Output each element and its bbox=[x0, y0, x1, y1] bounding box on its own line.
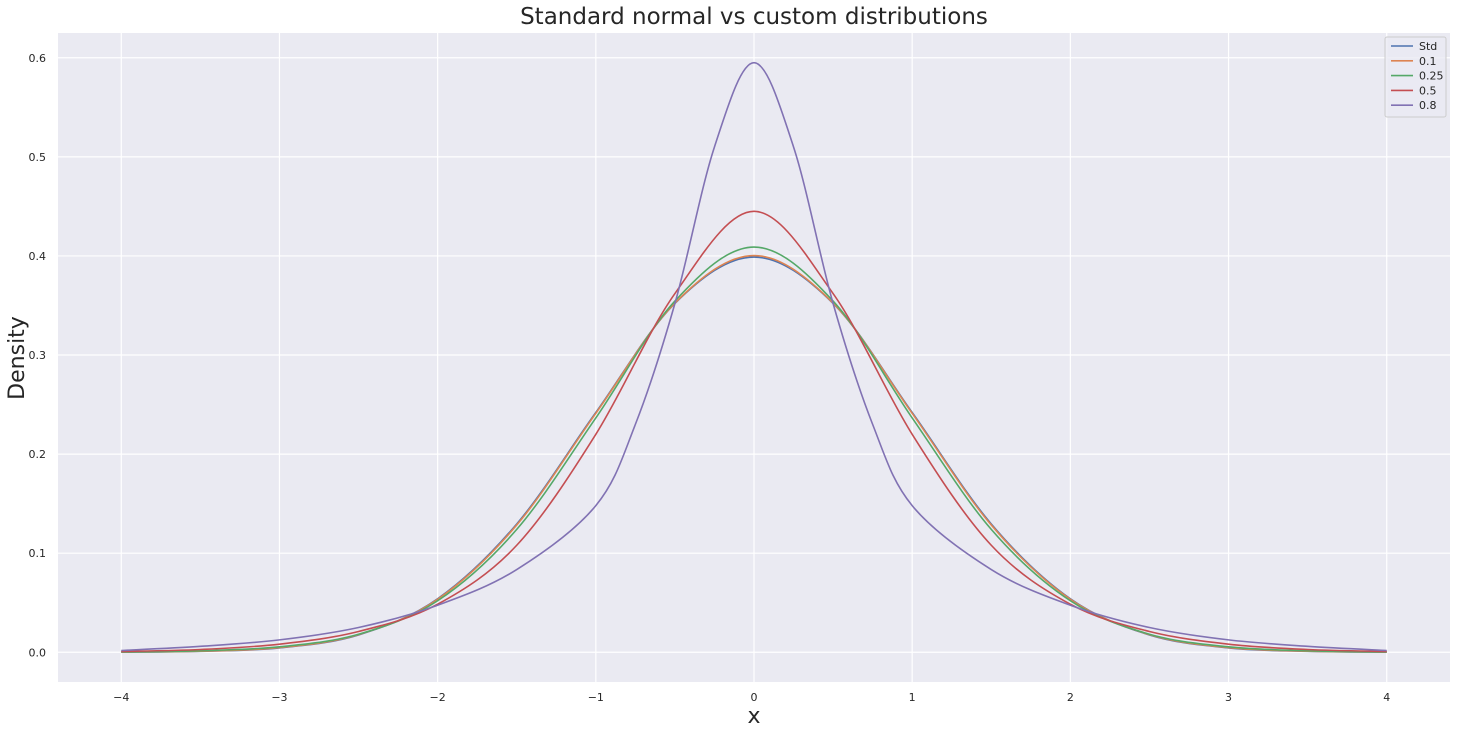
y-tick-labels: 0.0 0.1 0.2 0.3 0.4 0.5 0.6 bbox=[29, 52, 47, 660]
series-layer bbox=[121, 61, 1387, 653]
x-tick-label: −1 bbox=[588, 691, 604, 704]
series-line-3 bbox=[121, 210, 1387, 653]
x-tick-label: −3 bbox=[271, 691, 287, 704]
y-tick-label: 0.5 bbox=[29, 151, 47, 164]
x-tick-label: −4 bbox=[113, 691, 129, 704]
y-tick-label: 0.6 bbox=[29, 52, 47, 65]
y-axis-label: Density bbox=[5, 316, 30, 400]
legend-entry-label: 0.25 bbox=[1419, 70, 1444, 83]
legend: Std 0.1 0.250.5 0.8 bbox=[1384, 36, 1447, 118]
x-tick-label: 3 bbox=[1225, 691, 1232, 704]
x-tick-label: 0 bbox=[751, 691, 758, 704]
x-tick-label: 4 bbox=[1383, 691, 1390, 704]
series-line-2 bbox=[121, 246, 1387, 653]
y-tick-label: 0.2 bbox=[29, 448, 47, 461]
legend-entry-label: Std bbox=[1419, 40, 1437, 53]
x-tick-labels: −4 −3 −2 −1 0 1 2 3 4 bbox=[113, 691, 1390, 704]
chart-title: Standard normal vs custom distributions bbox=[520, 4, 988, 30]
legend-entry-label: 0.5 bbox=[1419, 84, 1437, 97]
y-tick-label: 0.1 bbox=[29, 547, 47, 560]
x-axis-label: x bbox=[747, 704, 760, 729]
x-tick-label: 1 bbox=[909, 691, 916, 704]
x-tick-label: 2 bbox=[1067, 691, 1074, 704]
legend-entry-label: 0.1 bbox=[1419, 55, 1437, 68]
series-line-4 bbox=[121, 61, 1387, 652]
x-tick-label: −2 bbox=[430, 691, 446, 704]
legend-frame bbox=[1384, 36, 1447, 118]
y-tick-label: 0.3 bbox=[29, 349, 47, 362]
y-tick-label: 0.0 bbox=[29, 646, 47, 659]
y-tick-label: 0.4 bbox=[29, 250, 47, 263]
legend-entry-label: 0.8 bbox=[1419, 99, 1437, 112]
